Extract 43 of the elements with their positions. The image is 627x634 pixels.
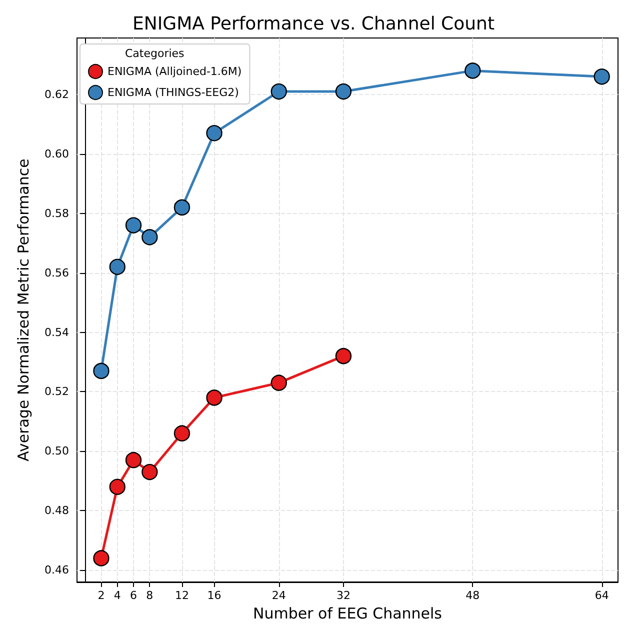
point <box>174 425 190 442</box>
y-tick-label: 0.46 <box>44 564 69 577</box>
x-tick-label: 2 <box>98 589 105 602</box>
y-tick-label: 0.52 <box>44 385 69 398</box>
point <box>206 390 222 406</box>
point <box>142 229 158 246</box>
y-axis-title: Average Normalized Metric Performance <box>14 158 32 462</box>
point <box>109 258 126 275</box>
point <box>335 83 352 100</box>
point <box>109 478 126 495</box>
y-tick-label: 0.50 <box>44 444 69 458</box>
point <box>93 362 110 380</box>
point <box>142 464 158 480</box>
point <box>270 374 287 391</box>
x-tick-label: 6 <box>130 589 138 602</box>
chart-title: ENIGMA Performance vs. Channel Count <box>132 14 494 34</box>
y-tick-label: 0.56 <box>44 266 69 280</box>
y-tick-label: 0.60 <box>44 147 69 160</box>
x-tick-label: 64 <box>594 589 609 602</box>
y-tick-label: 0.54 <box>44 326 69 339</box>
point <box>206 125 222 142</box>
x-axis-title: Number of EEG Channels <box>253 604 442 622</box>
x-tick-label: 16 <box>207 589 222 602</box>
point <box>125 217 142 234</box>
point <box>270 83 287 100</box>
x-tick-label: 48 <box>466 589 480 602</box>
point <box>125 452 142 468</box>
legend-label: ENIGMA (Alljoined-1.6M) <box>108 65 242 78</box>
legend-label: ENIGMA (THINGS-EEG2) <box>108 86 239 99</box>
x-tick-label: 8 <box>146 589 154 602</box>
point <box>335 348 352 364</box>
y-tick-label: 0.48 <box>44 504 69 518</box>
y-tick-label: 0.62 <box>44 88 69 101</box>
point <box>93 550 110 566</box>
point <box>464 62 481 79</box>
x-tick-label: 24 <box>272 589 286 602</box>
point <box>594 68 610 85</box>
x-tick-label: 32 <box>336 589 350 602</box>
x-tick-label: 4 <box>114 589 121 602</box>
x-tick-label: 12 <box>174 589 189 602</box>
point <box>174 199 190 216</box>
legend-title: Categories <box>125 47 185 60</box>
y-tick-label: 0.58 <box>44 206 69 220</box>
